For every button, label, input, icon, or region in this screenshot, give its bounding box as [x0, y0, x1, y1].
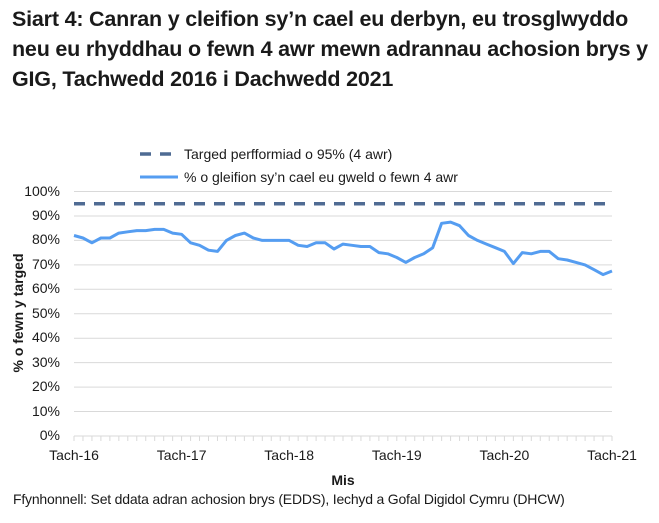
y-tick-label: 20% — [31, 378, 60, 395]
y-tick-label: 60% — [31, 280, 60, 297]
x-tick-label: Tach-21 — [587, 447, 637, 463]
y-tick-label: 80% — [31, 231, 60, 248]
y-tick-label: 40% — [31, 329, 60, 346]
legend-item-series: % o gleifion sy’n cael eu gweld o fewn 4… — [140, 169, 458, 185]
x-axis — [73, 436, 613, 441]
series-line — [73, 220, 613, 277]
x-tick-label: Tach-16 — [49, 447, 99, 463]
y-axis-label: % o fewn y targed — [10, 253, 26, 373]
y-tick-label: 90% — [31, 206, 60, 223]
chart-title: Siart 4: Canran y cleifion sy’n cael eu … — [12, 7, 648, 91]
source-note: Ffynhonnell: Set ddata adran achosion br… — [13, 491, 565, 507]
y-tick-label: 30% — [31, 353, 60, 370]
y-tick-label: 50% — [31, 304, 60, 321]
x-tick-label: Tach-19 — [371, 447, 422, 463]
x-tick-label: Tach-20 — [479, 447, 530, 463]
solid-line-icon — [140, 175, 178, 179]
y-tick-label: 0% — [39, 427, 60, 443]
legend-item-target: Targed perfformiad o 95% (4 awr) — [140, 146, 392, 162]
x-tick-label: Tach-18 — [264, 447, 315, 463]
y-tick-label: 100% — [24, 182, 60, 199]
x-tick-label: Tach-17 — [156, 447, 207, 463]
legend-label-target: Targed perfformiad o 95% (4 awr) — [184, 146, 393, 162]
legend-label-series: % o gleifion sy’n cael eu gweld o fewn 4… — [184, 169, 458, 185]
y-tick-label: 70% — [31, 255, 60, 272]
x-axis-label: Mis — [331, 472, 355, 488]
y-tick-label: 10% — [31, 402, 60, 419]
dashed-line-icon — [140, 152, 178, 156]
